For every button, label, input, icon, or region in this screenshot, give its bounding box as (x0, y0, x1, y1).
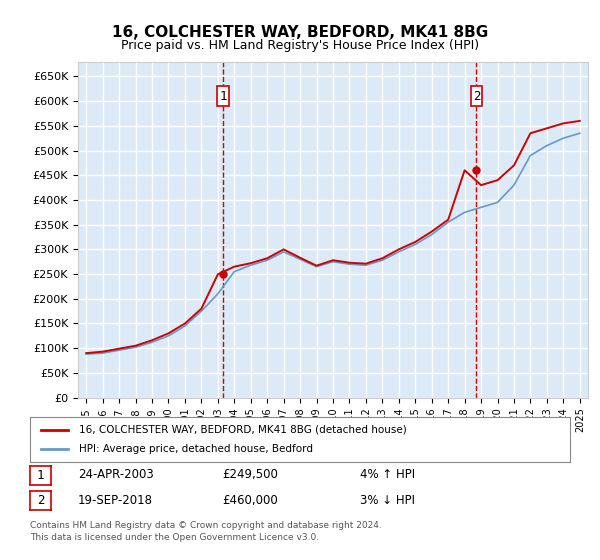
Text: Price paid vs. HM Land Registry's House Price Index (HPI): Price paid vs. HM Land Registry's House … (121, 39, 479, 52)
FancyBboxPatch shape (217, 86, 229, 106)
Text: This data is licensed under the Open Government Licence v3.0.: This data is licensed under the Open Gov… (30, 533, 319, 542)
Text: 2: 2 (37, 494, 44, 507)
Text: 4% ↑ HPI: 4% ↑ HPI (360, 468, 415, 482)
Text: 16, COLCHESTER WAY, BEDFORD, MK41 8BG: 16, COLCHESTER WAY, BEDFORD, MK41 8BG (112, 25, 488, 40)
Text: 16, COLCHESTER WAY, BEDFORD, MK41 8BG (detached house): 16, COLCHESTER WAY, BEDFORD, MK41 8BG (d… (79, 424, 406, 435)
FancyBboxPatch shape (470, 86, 482, 106)
Text: 19-SEP-2018: 19-SEP-2018 (78, 493, 153, 507)
Text: 1: 1 (219, 90, 227, 102)
Text: 3% ↓ HPI: 3% ↓ HPI (360, 493, 415, 507)
Text: 24-APR-2003: 24-APR-2003 (78, 468, 154, 482)
Text: £460,000: £460,000 (222, 493, 278, 507)
Text: Contains HM Land Registry data © Crown copyright and database right 2024.: Contains HM Land Registry data © Crown c… (30, 521, 382, 530)
Text: 1: 1 (37, 469, 44, 482)
Text: £249,500: £249,500 (222, 468, 278, 482)
Text: 2: 2 (473, 90, 480, 102)
Text: HPI: Average price, detached house, Bedford: HPI: Average price, detached house, Bedf… (79, 445, 313, 455)
